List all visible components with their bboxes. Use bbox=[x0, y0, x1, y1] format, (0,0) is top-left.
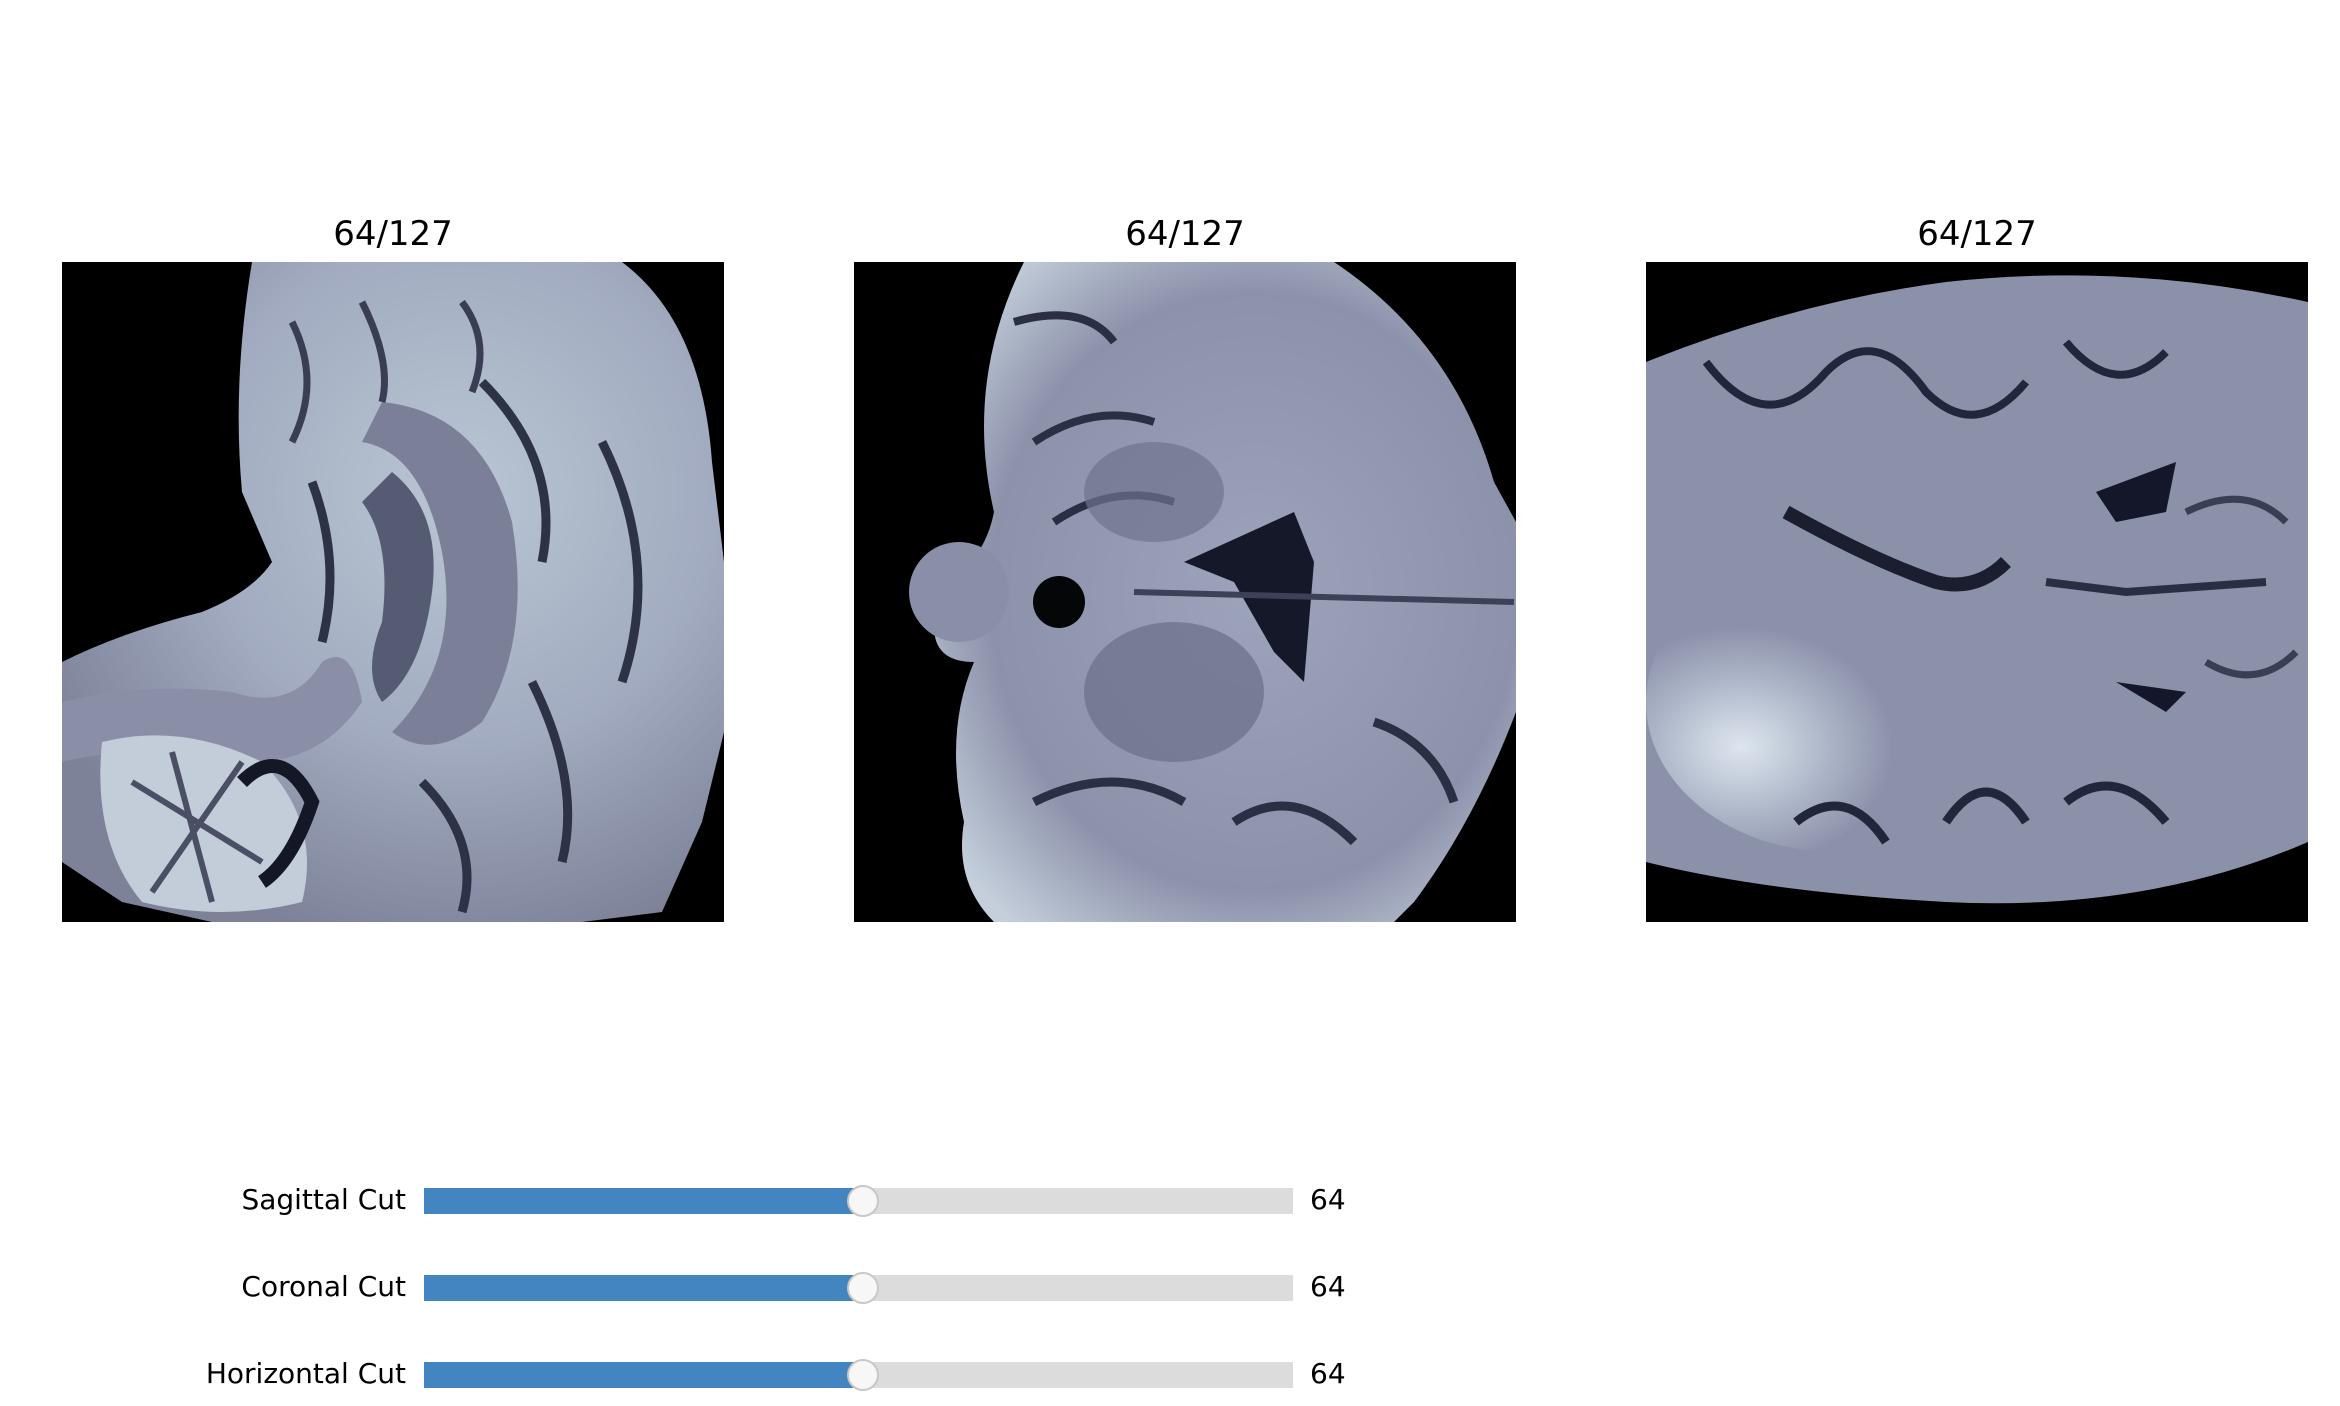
horizontal-cut-label: Horizontal Cut bbox=[205, 1357, 406, 1390]
horizontal-brain-render bbox=[1646, 262, 2308, 922]
coronal-cut-value: 64 bbox=[1310, 1270, 1346, 1303]
sagittal-cut-value: 64 bbox=[1310, 1183, 1346, 1216]
coronal-slice-title: 64/127 bbox=[1125, 214, 1245, 254]
horizontal-cut-slider-handle[interactable] bbox=[846, 1359, 879, 1391]
coronal-slice-image[interactable] bbox=[854, 262, 1516, 922]
coronal-cut-slider[interactable] bbox=[424, 1272, 1293, 1304]
horizontal-slice-image[interactable] bbox=[1646, 262, 2308, 922]
coronal-cut-slider-row: Coronal Cut 64 bbox=[0, 1270, 2340, 1304]
horizontal-cut-slider-row: Horizontal Cut 64 bbox=[0, 1357, 2340, 1391]
sagittal-cut-slider[interactable] bbox=[424, 1185, 1293, 1217]
sagittal-slice-title: 64/127 bbox=[333, 214, 453, 254]
coronal-cut-slider-handle[interactable] bbox=[846, 1272, 879, 1304]
sagittal-brain-render bbox=[62, 262, 724, 922]
coronal-cut-label: Coronal Cut bbox=[241, 1270, 406, 1303]
sagittal-cut-label: Sagittal Cut bbox=[241, 1183, 406, 1216]
horizontal-cut-value: 64 bbox=[1310, 1357, 1346, 1390]
horizontal-cut-slider[interactable] bbox=[424, 1359, 1293, 1391]
sagittal-cut-slider-row: Sagittal Cut 64 bbox=[0, 1183, 2340, 1217]
horizontal-slice-title: 64/127 bbox=[1917, 214, 2037, 254]
horizontal-cut-slider-fill bbox=[424, 1362, 862, 1388]
coronal-cut-slider-fill bbox=[424, 1275, 862, 1301]
sagittal-slice-image[interactable] bbox=[62, 262, 724, 922]
sagittal-cut-slider-fill bbox=[424, 1188, 862, 1214]
sagittal-cut-slider-handle[interactable] bbox=[846, 1185, 879, 1217]
coronal-brain-render bbox=[854, 262, 1516, 922]
